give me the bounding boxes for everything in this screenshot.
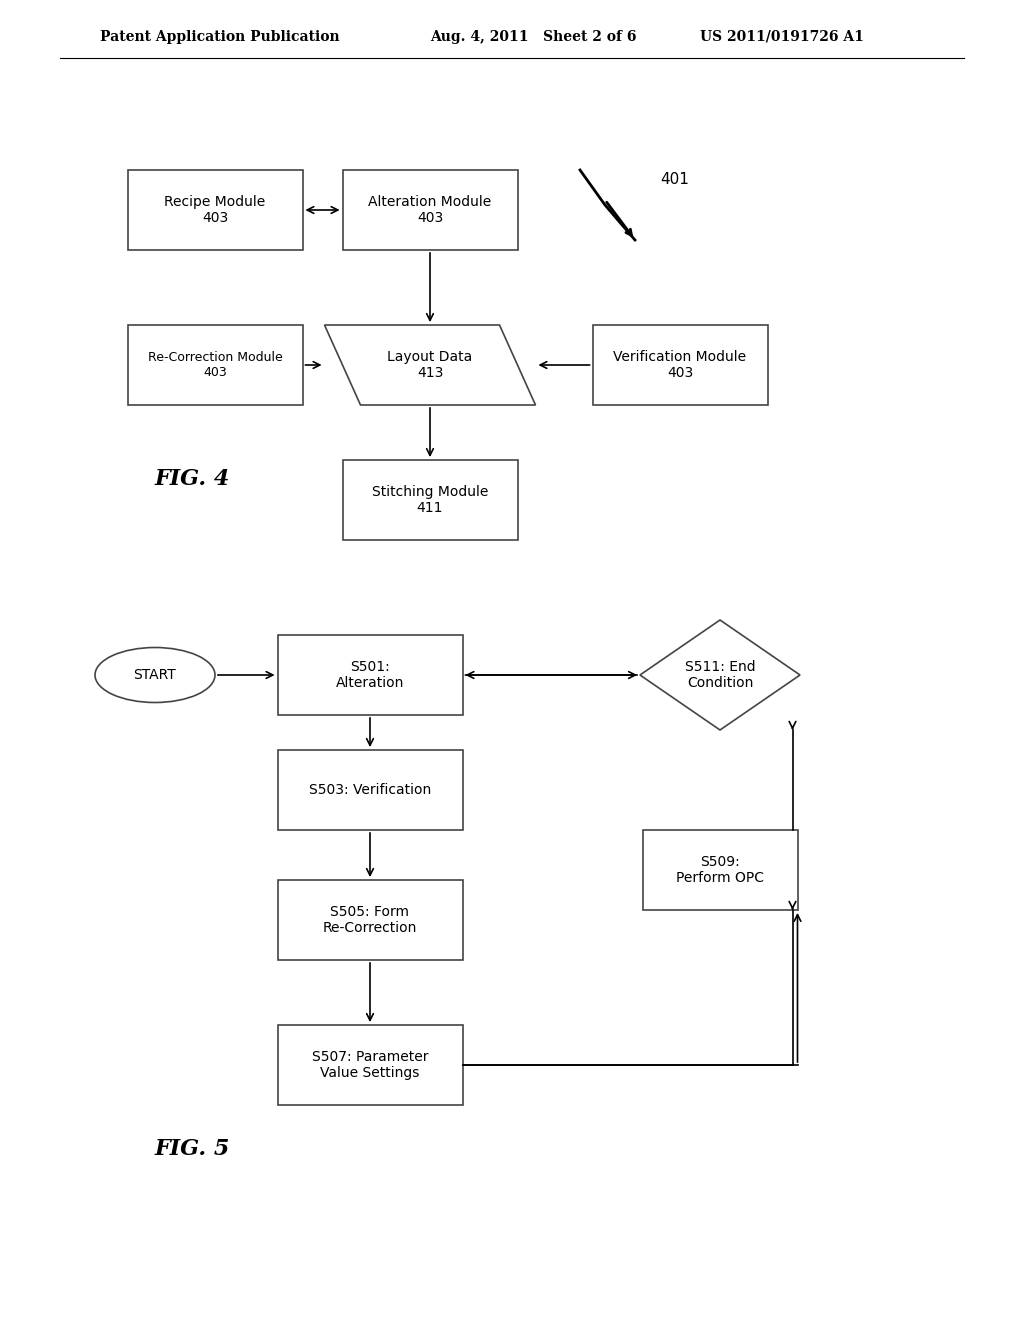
Bar [278, 635, 463, 715]
Text: FIG. 4: FIG. 4 [155, 469, 230, 490]
Text: FIG. 5: FIG. 5 [155, 1138, 230, 1160]
Text: S509:
Perform OPC: S509: Perform OPC [676, 855, 764, 886]
Bar [278, 1026, 463, 1105]
Text: 401: 401 [660, 173, 689, 187]
Text: Re-Correction Module
403: Re-Correction Module 403 [147, 351, 283, 379]
Polygon shape [325, 325, 536, 405]
Bar [342, 170, 517, 249]
Text: Recipe Module
403: Recipe Module 403 [165, 195, 265, 226]
Text: Layout Data
413: Layout Data 413 [387, 350, 473, 380]
Text: Stitching Module
411: Stitching Module 411 [372, 484, 488, 515]
Text: S503: Verification: S503: Verification [309, 783, 431, 797]
Text: Verification Module
403: Verification Module 403 [613, 350, 746, 380]
Text: Alteration Module
403: Alteration Module 403 [369, 195, 492, 226]
Bar [278, 750, 463, 830]
Polygon shape [640, 620, 800, 730]
Bar [593, 325, 768, 405]
Text: S507: Parameter
Value Settings: S507: Parameter Value Settings [311, 1049, 428, 1080]
Bar [278, 880, 463, 960]
Text: US 2011/0191726 A1: US 2011/0191726 A1 [700, 30, 864, 44]
Bar [128, 170, 302, 249]
Bar [128, 325, 302, 405]
Text: S501:
Alteration: S501: Alteration [336, 660, 404, 690]
Text: Patent Application Publication: Patent Application Publication [100, 30, 340, 44]
Bar [342, 459, 517, 540]
Text: S505: Form
Re-Correction: S505: Form Re-Correction [323, 906, 417, 935]
Bar [642, 830, 798, 909]
Text: Aug. 4, 2011   Sheet 2 of 6: Aug. 4, 2011 Sheet 2 of 6 [430, 30, 637, 44]
Text: S511: End
Condition: S511: End Condition [685, 660, 756, 690]
Ellipse shape [95, 648, 215, 702]
Text: START: START [133, 668, 176, 682]
